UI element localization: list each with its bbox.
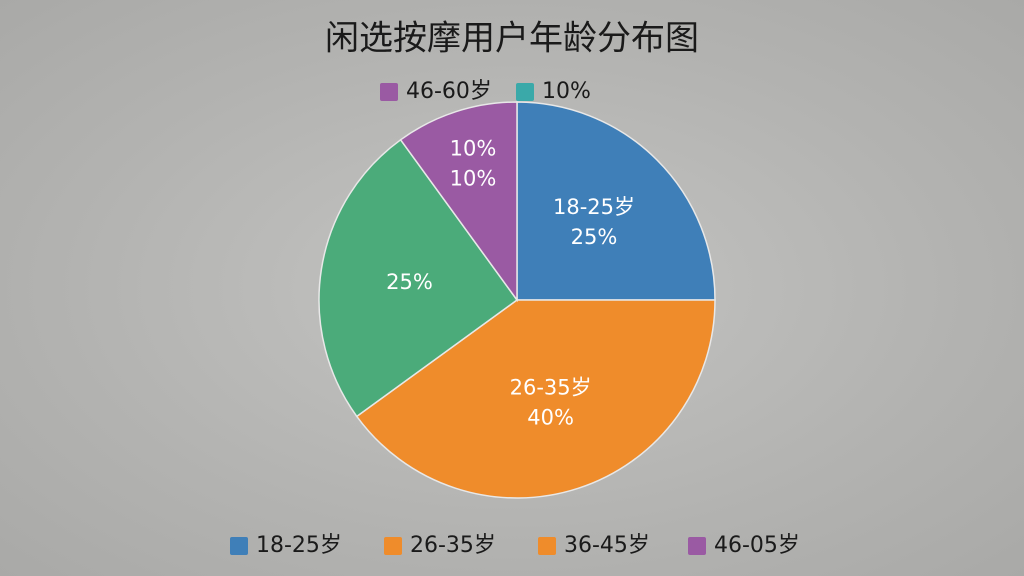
slice-label: 10% bbox=[450, 136, 497, 160]
legend-label: 46-05岁 bbox=[714, 533, 800, 558]
pie-slice bbox=[399, 101, 518, 303]
legend-marker bbox=[384, 537, 402, 555]
slice-label: 18-25岁 bbox=[553, 195, 635, 219]
value-label: 10% bbox=[450, 166, 497, 190]
chart-title: 闲选按摩用户年龄分布图 bbox=[325, 19, 699, 59]
value-label: 25% bbox=[571, 225, 618, 249]
pie-slice bbox=[355, 299, 716, 499]
legend-marker bbox=[516, 83, 534, 101]
legend-marker bbox=[230, 537, 248, 555]
value-label: 40% bbox=[527, 406, 574, 430]
pie-slice bbox=[516, 101, 716, 301]
legend-label: 36-45岁 bbox=[564, 533, 650, 558]
legend-label: 26-35岁 bbox=[410, 533, 496, 558]
legend-label: 18-25岁 bbox=[256, 533, 342, 558]
legend-marker bbox=[688, 537, 706, 555]
pie-slice bbox=[318, 138, 519, 418]
legend-marker bbox=[538, 537, 556, 555]
slice-label: 26-35岁 bbox=[510, 376, 592, 400]
legend-label: 46-60岁 bbox=[406, 79, 492, 104]
legend-marker bbox=[380, 83, 398, 101]
legend-label: 10% bbox=[542, 79, 591, 104]
value-label: 25% bbox=[386, 270, 433, 294]
